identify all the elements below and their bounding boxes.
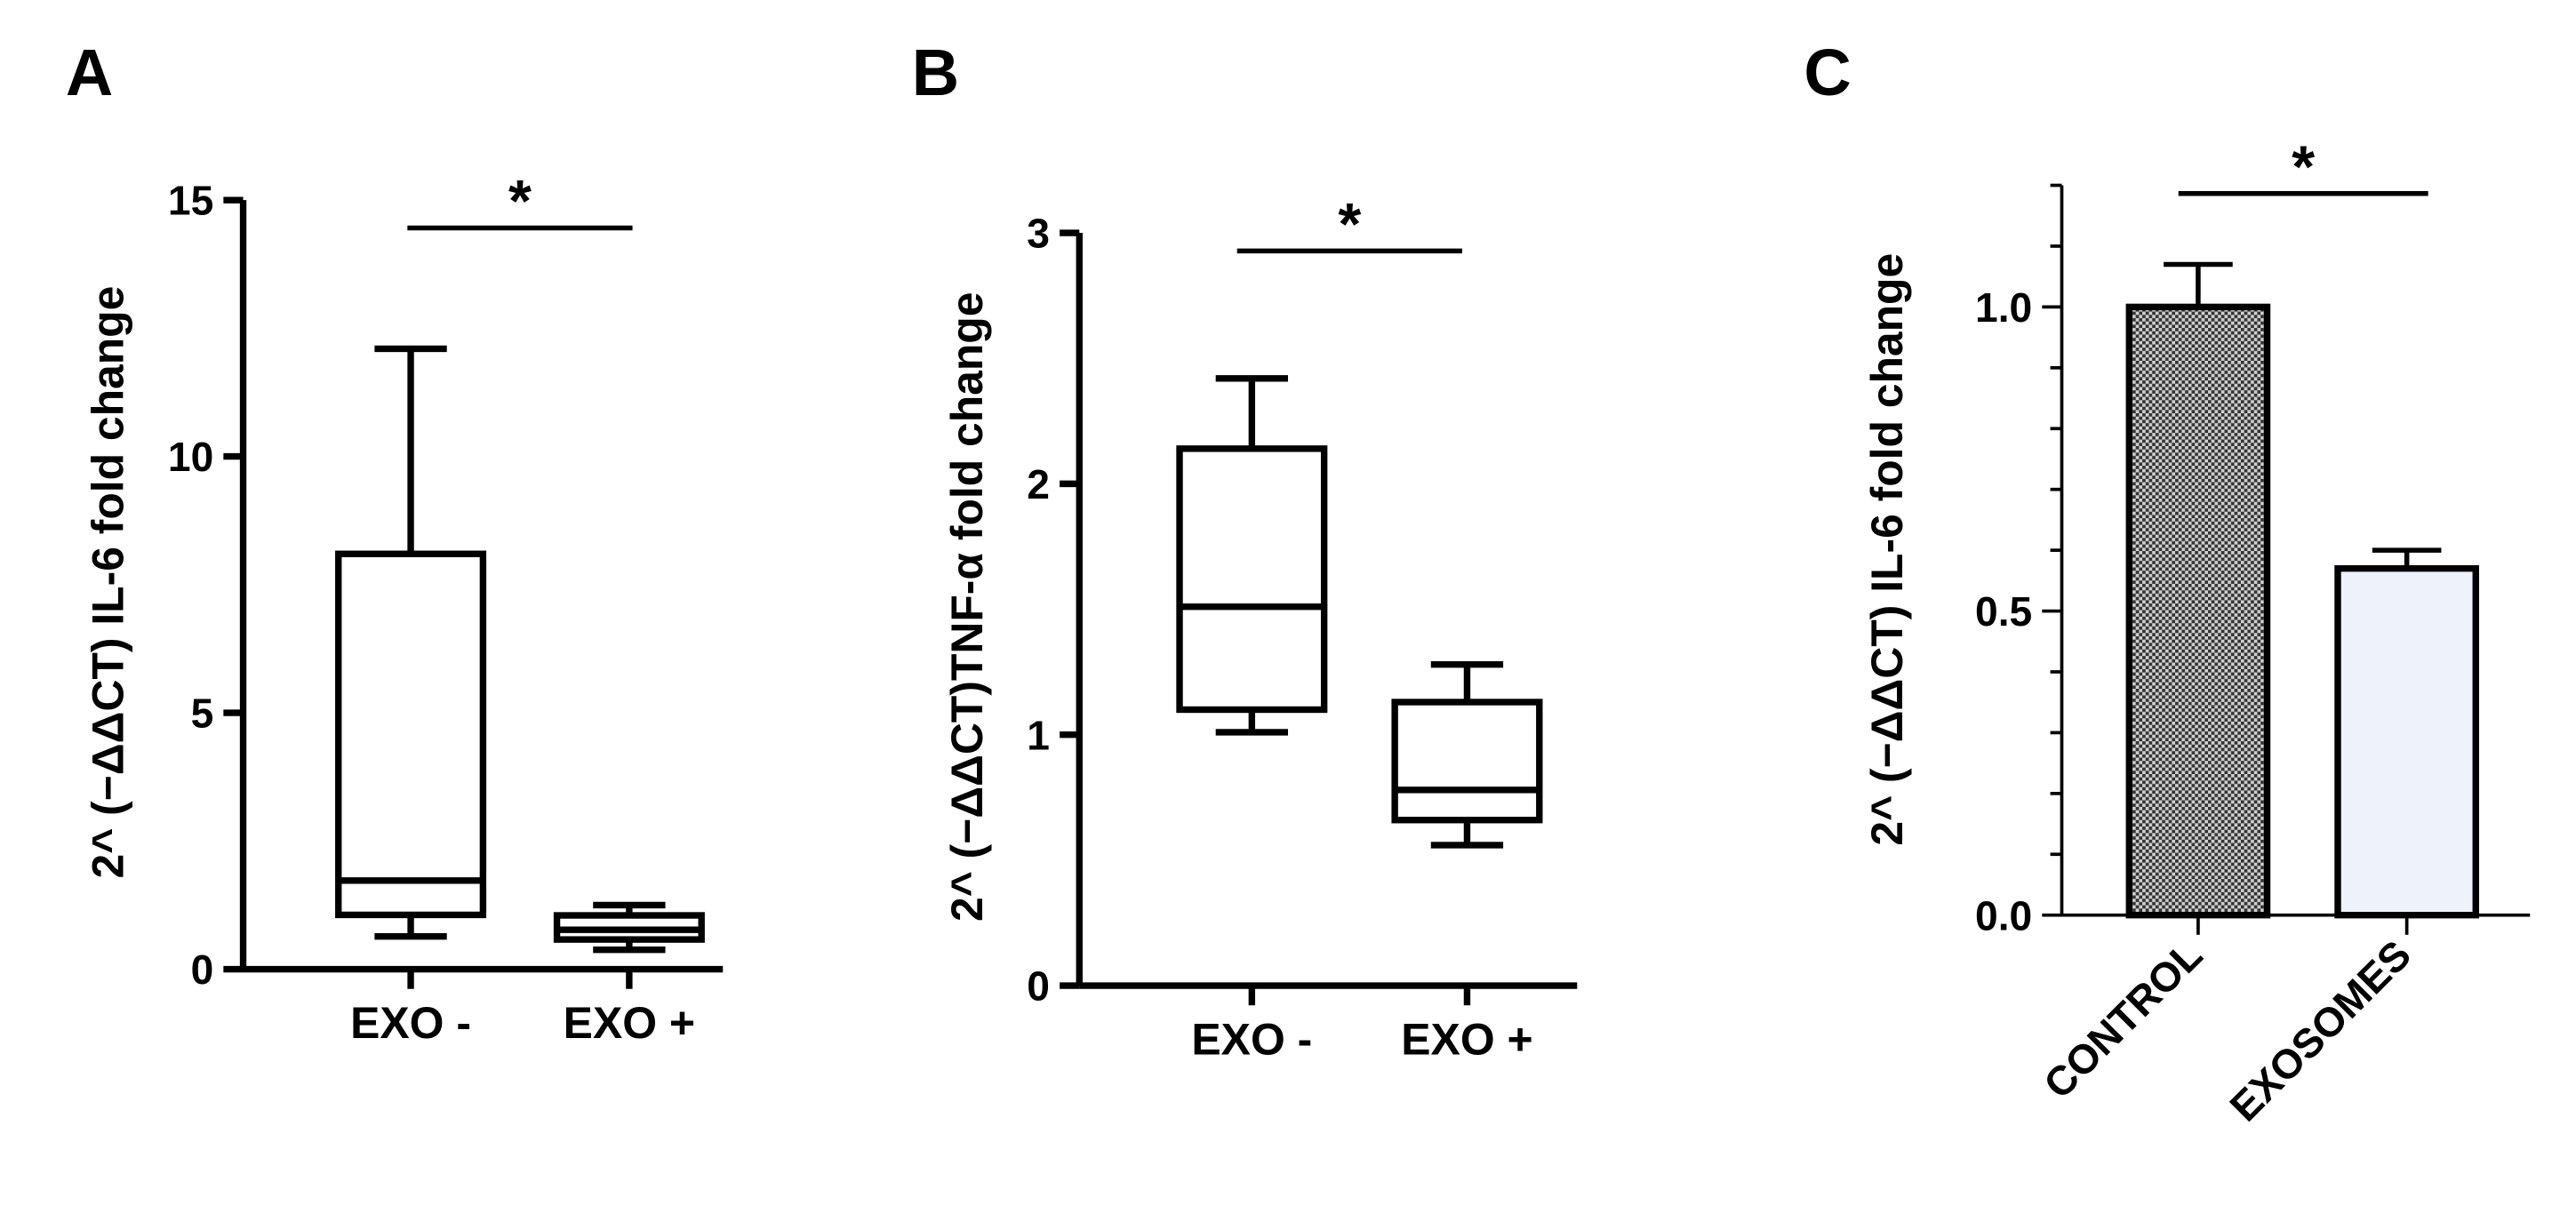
bar xyxy=(2125,303,2271,919)
panel-label: B xyxy=(912,36,959,109)
box xyxy=(1391,699,1543,824)
x-tick-label: CONTROL xyxy=(2035,931,2211,1107)
y-tick-label: 0 xyxy=(191,946,214,993)
y-tick-label: 2 xyxy=(1027,461,1050,507)
y-tick-label: 1.0 xyxy=(1975,284,2032,331)
significance-star: * xyxy=(2292,134,2315,200)
panel-label: C xyxy=(1804,36,1851,109)
y-axis-label: 2^ (−ΔΔCT) IL-6 fold change xyxy=(84,286,133,879)
y-tick-label: 3 xyxy=(1027,211,1050,257)
bar xyxy=(2334,564,2479,919)
significance-star: * xyxy=(508,169,532,235)
panel-label: A xyxy=(66,36,113,109)
x-tick-label: EXO + xyxy=(564,998,695,1048)
y-tick-label: 0.0 xyxy=(1975,892,2032,938)
y-tick-label: 1 xyxy=(1027,712,1050,758)
y-tick-label: 0.5 xyxy=(1975,588,2032,635)
y-tick-label: 0 xyxy=(1027,963,1050,1010)
y-tick-label: 10 xyxy=(168,434,213,480)
x-tick-label: EXO - xyxy=(1191,1015,1312,1065)
significance-star: * xyxy=(1338,192,1361,258)
y-axis-label: 2^ (−ΔΔCT)TNF-α fold change xyxy=(942,292,992,922)
box xyxy=(1176,445,1328,714)
x-tick-label: EXO - xyxy=(350,998,471,1048)
y-tick-label: 5 xyxy=(191,691,214,737)
x-tick-label: EXO + xyxy=(1401,1015,1532,1065)
y-tick-label: 15 xyxy=(168,178,213,224)
x-tick-label: EXOSOMES xyxy=(2220,931,2420,1130)
box xyxy=(335,550,487,919)
y-axis-label: 2^ (−ΔΔCT) IL-6 fold change xyxy=(1862,253,1912,846)
